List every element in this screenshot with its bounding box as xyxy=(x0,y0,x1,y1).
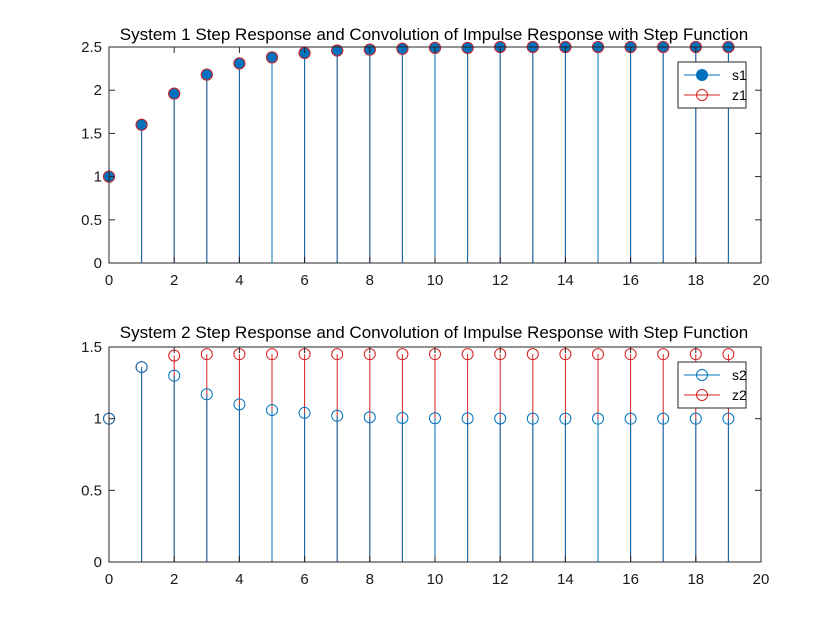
point-s2-19 xyxy=(722,412,735,425)
ring-z1-11 xyxy=(461,41,474,54)
point-s2-8 xyxy=(363,411,376,424)
ring-z1-7 xyxy=(331,44,344,57)
y-tick-label: 0 xyxy=(94,554,102,571)
y-tick-label: 2 xyxy=(94,82,102,99)
x-tick-label: 4 xyxy=(235,571,243,588)
y-tick-label: 1 xyxy=(94,411,102,428)
legend-box xyxy=(677,61,747,109)
axes-box xyxy=(108,46,762,264)
point-s2-1 xyxy=(135,361,148,374)
data-marks xyxy=(103,348,735,562)
x-tick-label: 6 xyxy=(300,571,308,588)
point-s2-18 xyxy=(689,412,702,425)
x-tick-label: 4 xyxy=(235,272,243,289)
legend-label-z2: z2 xyxy=(732,387,747,403)
point-s2-17 xyxy=(657,412,670,425)
point-z2-5 xyxy=(266,348,278,361)
y-tick-label: 1.5 xyxy=(81,339,102,356)
ring-z1-3 xyxy=(200,68,213,81)
legend-marker-s1 xyxy=(696,69,708,81)
legend-label-s1: s1 xyxy=(732,67,747,83)
x-tick-label: 12 xyxy=(492,272,509,289)
x-tick-label: 0 xyxy=(105,571,113,588)
x-tick-label: 20 xyxy=(753,272,770,289)
y-tick-label: 1.5 xyxy=(81,125,102,142)
axes-system-1: System 1 Step Response and Convolution o… xyxy=(81,25,769,289)
x-tick-label: 20 xyxy=(753,571,770,588)
legend-box xyxy=(677,361,747,409)
point-s2-3 xyxy=(200,388,213,401)
ring-z1-1 xyxy=(135,118,148,131)
x-tick-label: 14 xyxy=(557,272,574,289)
point-z2-11 xyxy=(461,348,474,361)
legend-marker-z2 xyxy=(696,389,708,401)
point-s2-13 xyxy=(526,412,539,425)
point-s2-5 xyxy=(266,404,278,417)
y-tick-label: 0.5 xyxy=(81,212,102,229)
legend-label-z1: z1 xyxy=(732,87,747,103)
point-z2-3 xyxy=(200,348,213,361)
x-tick-label: 2 xyxy=(170,272,178,289)
point-s2-16 xyxy=(624,412,637,425)
axes-box xyxy=(108,346,762,563)
legend: s1 z1 xyxy=(677,61,747,109)
y-tick-label: 1 xyxy=(94,169,102,186)
x-tick-label: 0 xyxy=(105,272,113,289)
point-s2-11 xyxy=(461,412,474,425)
ring-z1-2 xyxy=(168,87,181,100)
point-z2-13 xyxy=(526,348,539,361)
point-s2-9 xyxy=(396,411,409,424)
legend: s2 z2 xyxy=(677,361,747,409)
axes-system-2: System 2 Step Response and Convolution o… xyxy=(81,323,769,588)
x-tick-label: 6 xyxy=(300,272,308,289)
axis-ticks: 0 2 4 6 8 10 12 14 16 18 20 0 0.5 1 1.5 xyxy=(81,339,769,588)
ring-z1-10 xyxy=(429,41,441,54)
y-tick-label: 0.5 xyxy=(81,482,102,499)
legend-marker-s2 xyxy=(696,369,708,381)
point-s2-15 xyxy=(592,412,604,425)
point-s2-2 xyxy=(168,369,181,382)
ring-z1-9 xyxy=(396,42,409,55)
legend-marker-z1 xyxy=(696,89,708,101)
point-z2-15 xyxy=(592,348,604,361)
ring-z1-5 xyxy=(266,51,278,64)
legend-label-s2: s2 xyxy=(732,367,747,383)
ring-z1-4 xyxy=(233,57,246,70)
x-tick-label: 16 xyxy=(622,571,639,588)
y-tick-label: 0 xyxy=(94,255,102,272)
x-tick-label: 8 xyxy=(366,571,374,588)
x-tick-label: 2 xyxy=(170,571,178,588)
x-tick-label: 18 xyxy=(687,571,704,588)
x-tick-label: 18 xyxy=(687,272,704,289)
point-s2-4 xyxy=(233,398,246,411)
chart-title: System 2 Step Response and Convolution o… xyxy=(120,323,748,342)
x-tick-label: 16 xyxy=(622,272,639,289)
point-s2-6 xyxy=(298,406,311,419)
ring-z1-8 xyxy=(363,43,376,56)
data-marks xyxy=(103,41,735,263)
point-z2-9 xyxy=(396,348,409,361)
point-s2-10 xyxy=(429,412,441,425)
point-z2-7 xyxy=(331,348,344,361)
x-tick-label: 8 xyxy=(366,272,374,289)
x-tick-label: 12 xyxy=(492,571,509,588)
point-z2-19 xyxy=(722,348,735,361)
point-s2-7 xyxy=(331,409,344,422)
y-tick-label: 2.5 xyxy=(81,39,102,56)
point-s2-12 xyxy=(494,412,507,425)
x-tick-label: 10 xyxy=(427,272,444,289)
x-tick-label: 14 xyxy=(557,571,574,588)
chart-title: System 1 Step Response and Convolution o… xyxy=(120,25,748,44)
point-z2-17 xyxy=(657,348,670,361)
point-s2-14 xyxy=(559,412,572,425)
x-tick-label: 10 xyxy=(427,571,444,588)
axis-ticks: 0 2 4 6 8 10 12 14 16 18 20 0 0.5 1 1.5 2 2.5 xyxy=(81,39,769,289)
